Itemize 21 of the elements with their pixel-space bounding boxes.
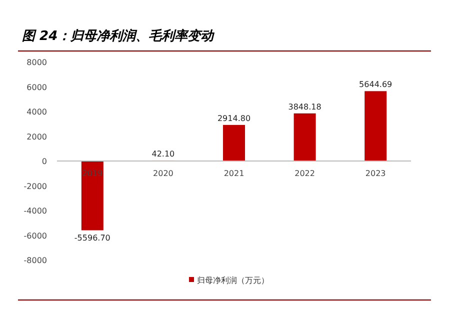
data-label: 2914.80	[217, 114, 251, 123]
y-tick-label: 2000	[26, 132, 47, 142]
y-tick-label: 4000	[26, 108, 47, 116]
x-tick-label: 2020	[153, 169, 174, 178]
x-tick-label: 2021	[224, 169, 244, 178]
x-tick-label: 2022	[294, 169, 315, 178]
y-tick-label: -6000	[24, 231, 47, 240]
y-tick-label: 8000	[26, 58, 47, 67]
x-tick-label: 2023	[365, 169, 386, 178]
chart-title: 图 24：归母净利润、毛利率变动	[22, 28, 216, 44]
y-tick-label: -2000	[24, 182, 47, 191]
data-label: 3848.18	[288, 102, 322, 112]
y-tick-label: 0	[42, 157, 47, 166]
y-tick-label: -4000	[24, 206, 47, 216]
data-label: 5644.69	[359, 80, 392, 90]
legend-label: 归母净利润（万元）	[197, 276, 269, 285]
x-tick-label: 2019	[82, 169, 103, 178]
y-tick-label: 6000	[26, 82, 47, 92]
y-tick-label: -8000	[24, 256, 47, 265]
data-label: -5596.70	[74, 233, 110, 242]
data-label: 42.10	[152, 149, 175, 158]
